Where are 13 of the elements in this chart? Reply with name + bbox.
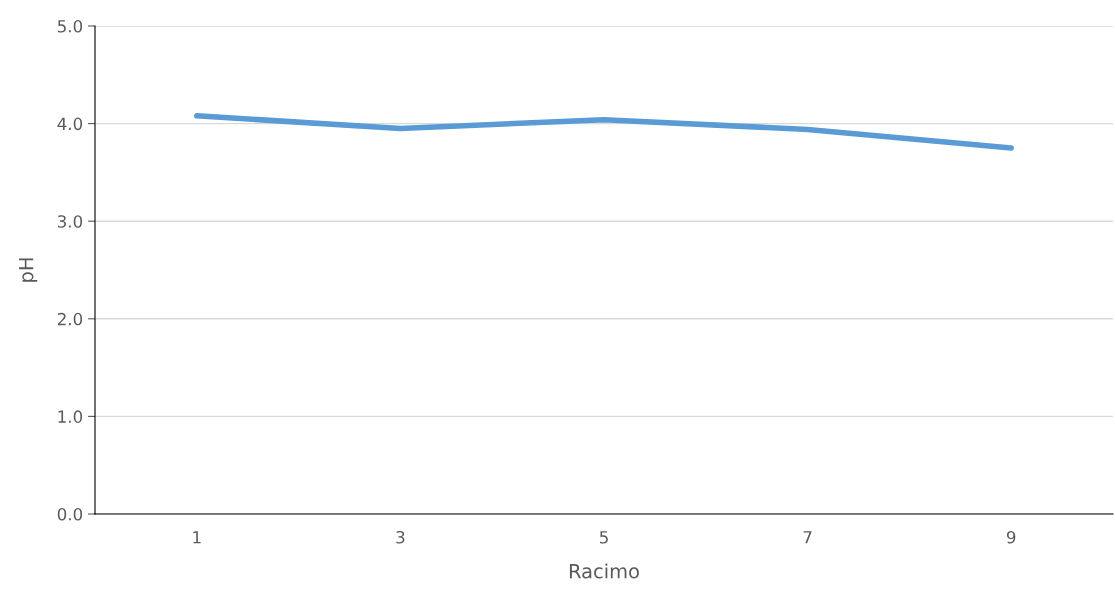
x-tick-label: 1 <box>193 531 201 544</box>
y-tick-label: 1.0 <box>58 410 83 423</box>
x-tick-label: 7 <box>803 531 812 544</box>
y-tick-label: 4.0 <box>57 117 83 131</box>
y-tick-label: 0.0 <box>57 507 83 521</box>
x-tick-label: 5 <box>599 531 608 544</box>
x-tick-label: 9 <box>1006 530 1016 544</box>
y-axis-title: pH <box>19 258 38 282</box>
y-tick-label: 5.0 <box>57 19 83 33</box>
x-axis-title: Racimo <box>569 563 639 579</box>
y-tick-label: 2.0 <box>57 312 83 326</box>
x-tick-label: 3 <box>396 530 405 544</box>
y-tick-label: 3.0 <box>57 215 83 228</box>
